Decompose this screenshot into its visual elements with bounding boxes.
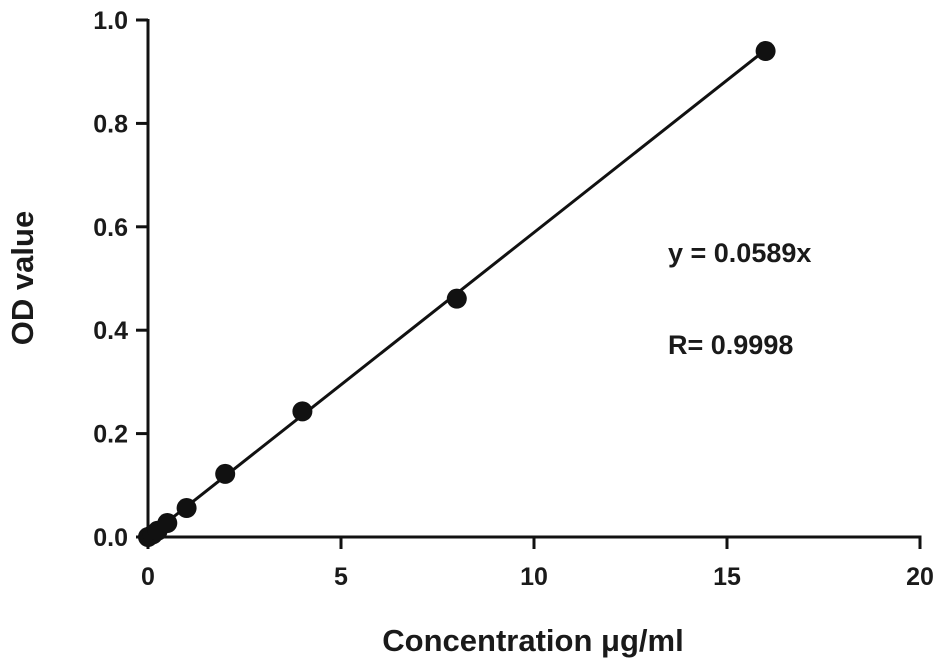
data-points bbox=[138, 41, 776, 547]
y-tick-label: 0.4 bbox=[93, 317, 128, 345]
equation-annotation: y = 0.0589x bbox=[668, 238, 811, 268]
data-point bbox=[176, 498, 197, 519]
y-tick-label: 0.6 bbox=[93, 214, 128, 242]
data-point bbox=[215, 463, 236, 484]
x-tick-label: 0 bbox=[141, 563, 155, 591]
y-axis-title: OD value bbox=[5, 211, 40, 345]
data-point bbox=[157, 513, 178, 534]
data-point bbox=[446, 288, 467, 309]
x-tick-label: 15 bbox=[713, 563, 741, 591]
data-point bbox=[755, 41, 776, 62]
x-ticks: 0 5 10 15 20 bbox=[141, 537, 934, 591]
x-tick-label: 10 bbox=[520, 563, 548, 591]
axes bbox=[146, 19, 922, 539]
x-axis-title: Concentration μg/ml bbox=[382, 623, 683, 658]
y-tick-label: 1.0 bbox=[93, 7, 128, 35]
y-tick-label: 0.2 bbox=[93, 421, 128, 449]
r-value-annotation: R= 0.9998 bbox=[668, 330, 793, 360]
y-tick-label: 0.8 bbox=[93, 110, 128, 138]
y-ticks: 0.0 0.2 0.4 0.6 0.8 1.0 bbox=[93, 7, 148, 552]
x-tick-label: 5 bbox=[334, 563, 348, 591]
y-tick-label: 0.0 bbox=[93, 524, 128, 552]
data-point bbox=[292, 401, 313, 422]
x-tick-label: 20 bbox=[906, 563, 934, 591]
